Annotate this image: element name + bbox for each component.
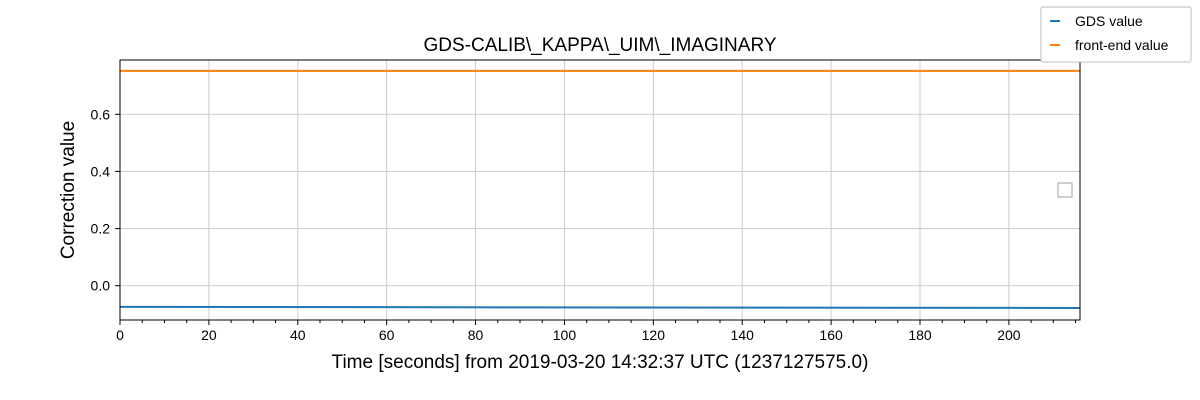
series-layer [119,69,1081,309]
x-tick-label: 200 [997,327,1021,343]
x-tick-label: 60 [379,327,395,343]
x-tick-label: 160 [819,327,843,343]
grid [119,60,1080,320]
y-axis-label: Correction value [58,121,79,259]
x-tick-label: 180 [908,327,932,343]
y-tick-label: 0.0 [91,278,111,294]
x-axis-label: Time [seconds] from 2019-03-20 14:32:37 … [332,352,869,373]
x-tick-label: 40 [290,327,306,343]
y-tick-label: 0.6 [91,106,111,122]
x-tick-label: 100 [553,327,577,343]
plot-frame [119,59,1081,321]
x-tick-label: 0 [116,327,124,343]
x-tick-label: 20 [201,327,217,343]
legend-entry-front-end: front-end value [1075,37,1169,53]
x-tick-label: 120 [642,327,666,343]
series-line-gds [119,305,1081,309]
empty-legend-box [1057,182,1073,198]
ticks: 0 20 40 60 80 100 120 140 160 180 200 0.0 0.2 0.4 0.6 [91,106,1077,343]
x-tick-label: 80 [468,327,484,343]
legend-entry-gds: GDS value [1075,13,1143,29]
x-tick-label: 140 [731,327,755,343]
y-tick-label: 0.2 [91,221,111,237]
legend: GDS value front-end value [1040,6,1192,63]
chart-title: GDS-CALIB\_KAPPA\_UIM\_IMAGINARY [423,35,776,56]
y-tick-label: 0.4 [91,163,111,179]
legend-box [1040,6,1192,63]
